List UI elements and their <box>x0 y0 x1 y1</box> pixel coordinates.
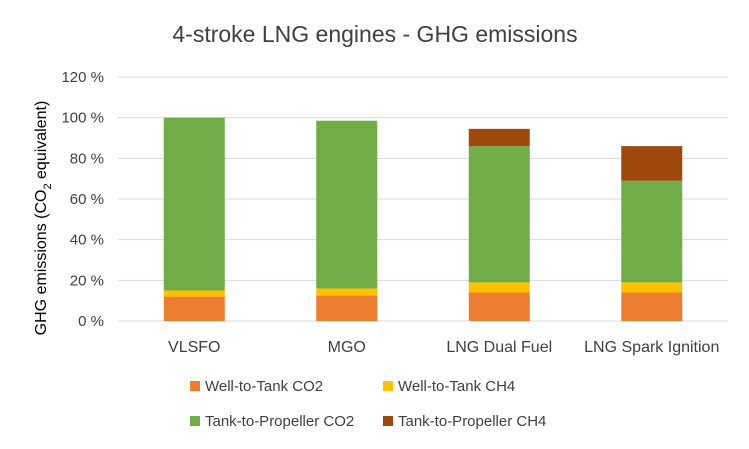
y-tick-label: 40 % <box>70 232 104 249</box>
legend-swatch <box>383 416 393 426</box>
x-category-label: LNG Spark Ignition <box>584 339 719 356</box>
bar-segment <box>468 282 530 293</box>
y-axis-label: GHG emissions (CO2 equivalent) <box>33 101 54 336</box>
y-tick-label: 100 % <box>61 110 104 127</box>
y-axis-label-suffix: equivalent) <box>33 101 50 184</box>
bar-segment <box>621 292 683 321</box>
y-axis-label-prefix: GHG emissions (CO <box>33 190 50 336</box>
bar-segment <box>468 128 530 147</box>
y-tick-label: 80 % <box>70 150 104 167</box>
bar-segment <box>621 180 683 283</box>
bar-segment <box>163 290 225 297</box>
legend: Well-to-Tank CO2 Well-to-Tank CH4 Tank-to-… <box>190 378 546 430</box>
bars <box>163 117 683 321</box>
bar-segment <box>621 282 683 293</box>
bar-segment <box>468 292 530 321</box>
legend-label: Well-to-Tank CH4 <box>398 378 515 395</box>
x-axis-categories: VLSFO MGO LNG Dual Fuel LNG Spark Ignition <box>168 339 719 356</box>
bar-segment <box>163 296 225 321</box>
y-tick-label: 20 % <box>70 272 104 289</box>
x-category-label: LNG Dual Fuel <box>446 339 552 356</box>
bar-segment <box>163 117 225 291</box>
bar-segment <box>316 120 378 289</box>
bar-segment <box>468 146 530 283</box>
bar-segment <box>316 295 378 321</box>
x-category-label: VLSFO <box>168 339 220 356</box>
legend-swatch <box>190 381 200 391</box>
legend-swatch <box>190 416 200 426</box>
legend-label: Well-to-Tank CO2 <box>205 378 323 395</box>
x-category-label: MGO <box>328 339 366 356</box>
bar-segment <box>316 288 378 296</box>
y-tick-label: 120 % <box>61 69 104 86</box>
chart-title: 4-stroke LNG engines - GHG emissions <box>172 21 577 47</box>
y-axis-ticks: 0 % 20 % 40 % 60 % 80 % 100 % 120 % <box>61 69 104 330</box>
y-axis-label-subscript: 2 <box>42 183 54 189</box>
legend-swatch <box>383 381 393 391</box>
legend-label: Tank-to-Propeller CH4 <box>398 413 546 430</box>
y-tick-label: 0 % <box>78 313 104 330</box>
bar-segment <box>621 146 683 181</box>
legend-label: Tank-to-Propeller CO2 <box>205 413 354 430</box>
y-tick-label: 60 % <box>70 191 104 208</box>
